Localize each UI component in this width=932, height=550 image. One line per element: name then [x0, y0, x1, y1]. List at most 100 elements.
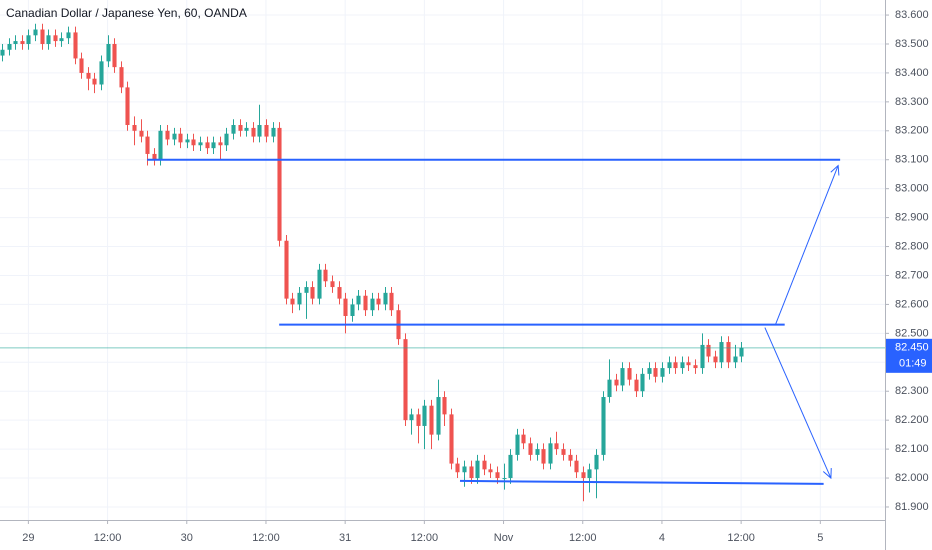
candle-body	[713, 356, 718, 363]
candle-body	[726, 342, 731, 363]
countdown-label: 01:49	[899, 358, 927, 370]
candle-body	[86, 72, 91, 79]
candle-body	[231, 125, 236, 134]
candle-body	[20, 41, 25, 44]
trend-line	[459, 479, 824, 485]
candle-body	[185, 139, 190, 143]
candle-body	[330, 281, 335, 288]
x-tick-label: 12:00	[252, 532, 280, 544]
candle-body	[46, 35, 51, 44]
y-tick-label: 82.100	[895, 443, 929, 455]
candle-body	[436, 397, 441, 435]
candle-body	[535, 449, 540, 455]
candle-body	[33, 29, 38, 36]
y-tick-label: 83.400	[895, 67, 929, 79]
candle-body	[178, 133, 183, 143]
candle-body	[277, 127, 282, 241]
y-tick-label: 82.700	[895, 269, 929, 281]
candle-body	[416, 414, 421, 426]
candle-body	[653, 368, 658, 377]
arrow-head	[830, 164, 840, 176]
y-tick-label: 83.300	[895, 96, 929, 108]
candle-body	[284, 240, 289, 299]
candle-body	[112, 43, 117, 68]
candle-body	[548, 443, 553, 464]
candle-body	[528, 443, 533, 455]
candle-body	[700, 344, 705, 369]
x-tick-label: 5	[817, 532, 823, 544]
x-tick-label: 12:00	[569, 532, 597, 544]
candle-body	[79, 58, 84, 73]
candle-body	[383, 292, 388, 305]
candle-body	[647, 368, 652, 374]
candle-body	[125, 87, 130, 126]
y-tick-label: 82.600	[895, 298, 929, 310]
y-tick-label: 83.500	[895, 38, 929, 50]
candle-body	[614, 379, 619, 386]
candle-body	[601, 397, 606, 455]
candle-body	[343, 298, 348, 316]
candle-body	[620, 368, 625, 386]
candle-body	[132, 125, 137, 131]
arrow-line	[764, 327, 832, 479]
candle-body	[218, 142, 223, 146]
plot	[0, 23, 885, 502]
x-tick-label: Nov	[494, 532, 514, 544]
candle-body	[660, 368, 665, 377]
candle-body	[455, 463, 460, 473]
last-price-label: 82.450	[895, 342, 929, 354]
candle-body	[356, 295, 361, 305]
candle-body	[376, 298, 381, 305]
arrow-line	[774, 165, 839, 325]
candle-body	[323, 269, 328, 282]
candle-body	[488, 469, 493, 473]
candle-body	[350, 304, 355, 316]
candle-body	[634, 379, 639, 392]
candle-body	[152, 153, 157, 160]
candle-body	[119, 67, 124, 88]
x-tick-label: 30	[181, 532, 193, 544]
y-tick-label: 82.900	[895, 212, 929, 224]
candle-body	[587, 469, 592, 479]
candle-body	[594, 454, 599, 470]
candle-body	[581, 472, 586, 479]
candle-body	[53, 35, 58, 42]
candle-body	[337, 287, 342, 299]
y-tick-label: 83.600	[895, 9, 929, 21]
y-tick-label: 82.200	[895, 414, 929, 426]
candle-body	[238, 125, 243, 131]
candle-body	[198, 142, 203, 146]
y-tick-label: 82.300	[895, 385, 929, 397]
chart-title: Canadian Dollar / Japanese Yen, 60, OAND…	[6, 6, 247, 20]
y-tick-label: 83.100	[895, 154, 929, 166]
candle-body	[693, 365, 698, 369]
axes: 81.90082.00082.10082.20082.30082.40082.5…	[22, 9, 932, 544]
candle-body	[429, 405, 434, 435]
candle-body	[59, 38, 64, 42]
candle-body	[554, 443, 559, 450]
candle-body	[462, 466, 467, 473]
candle-body	[561, 449, 566, 455]
candle-body	[370, 298, 375, 311]
candle-body	[541, 449, 546, 464]
candle-body	[92, 78, 97, 85]
candle-body	[271, 127, 276, 137]
candle-body	[139, 130, 144, 137]
candle-body	[673, 362, 678, 369]
candle-body	[304, 287, 309, 293]
candle-body	[733, 356, 738, 363]
x-tick-label: 29	[22, 532, 34, 544]
candle-body	[310, 287, 315, 299]
x-tick-label: 4	[659, 532, 665, 544]
candle-body	[66, 32, 71, 39]
candle-body	[264, 125, 269, 137]
candle-body	[607, 379, 612, 398]
candle-body	[422, 405, 427, 426]
candle-body	[502, 478, 507, 480]
candle-body	[449, 414, 454, 464]
candle-body	[99, 61, 104, 85]
candle-body	[442, 397, 447, 415]
last-price-box	[886, 338, 932, 373]
candle-body	[515, 434, 520, 455]
candle-body	[574, 460, 579, 473]
